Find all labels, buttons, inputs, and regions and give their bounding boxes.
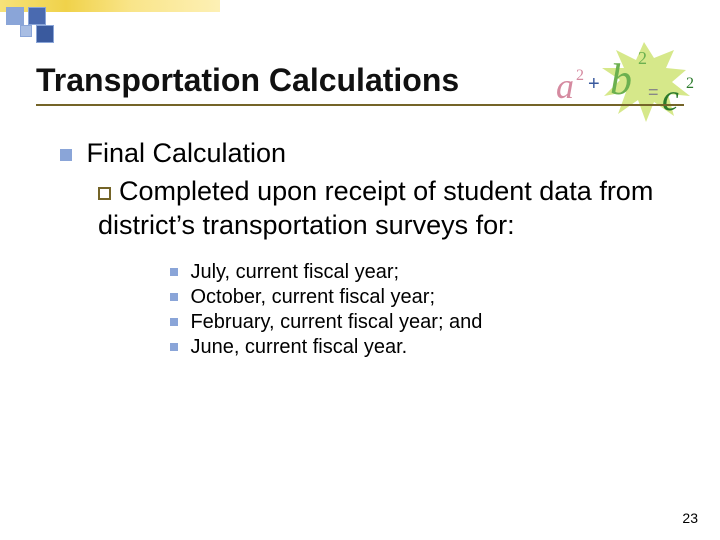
slide-body: Final Calculation Completed upon receipt… (60, 138, 680, 361)
open-box-bullet-icon (98, 187, 111, 200)
svg-text:b: b (610, 55, 632, 104)
small-square-bullet-icon (170, 268, 178, 276)
level2-text-content: Completed upon receipt of student data f… (98, 176, 653, 240)
bullet-level2: Completed upon receipt of student data f… (98, 175, 658, 243)
bullet-level3-item: July, current fiscal year; (170, 261, 680, 284)
svg-text:c: c (662, 77, 679, 119)
svg-text:a: a (556, 66, 574, 106)
bullet-level1: Final Calculation (60, 138, 680, 169)
level2-text: Completed upon receipt of student data f… (98, 176, 653, 240)
level3-text: October, current fiscal year; (190, 286, 435, 308)
slide-title: Transportation Calculations (36, 62, 459, 99)
svg-text:2: 2 (686, 75, 694, 92)
bullet-level3-item: June, current fiscal year. (170, 336, 680, 359)
level3-text: June, current fiscal year. (190, 336, 407, 358)
page-number: 23 (682, 510, 698, 526)
bullet-level3-group: July, current fiscal year; October, curr… (170, 261, 680, 359)
svg-text:2: 2 (576, 67, 584, 84)
svg-text:=: = (648, 82, 659, 102)
square-bullet-icon (60, 149, 72, 161)
blue-squares-icon (6, 7, 76, 47)
title-underline (36, 104, 684, 106)
small-square-bullet-icon (170, 343, 178, 351)
small-square-bullet-icon (170, 293, 178, 301)
small-square-bullet-icon (170, 318, 178, 326)
level1-text: Final Calculation (86, 138, 286, 168)
svg-text:2: 2 (638, 48, 647, 68)
bullet-level3-item: February, current fiscal year; and (170, 311, 680, 334)
bullet-level3-item: October, current fiscal year; (170, 286, 680, 309)
formula-icon: a 2 + b 2 = c 2 (534, 40, 704, 130)
level3-text: July, current fiscal year; (190, 261, 399, 283)
svg-text:+: + (588, 73, 600, 95)
level3-text: February, current fiscal year; and (190, 311, 482, 333)
